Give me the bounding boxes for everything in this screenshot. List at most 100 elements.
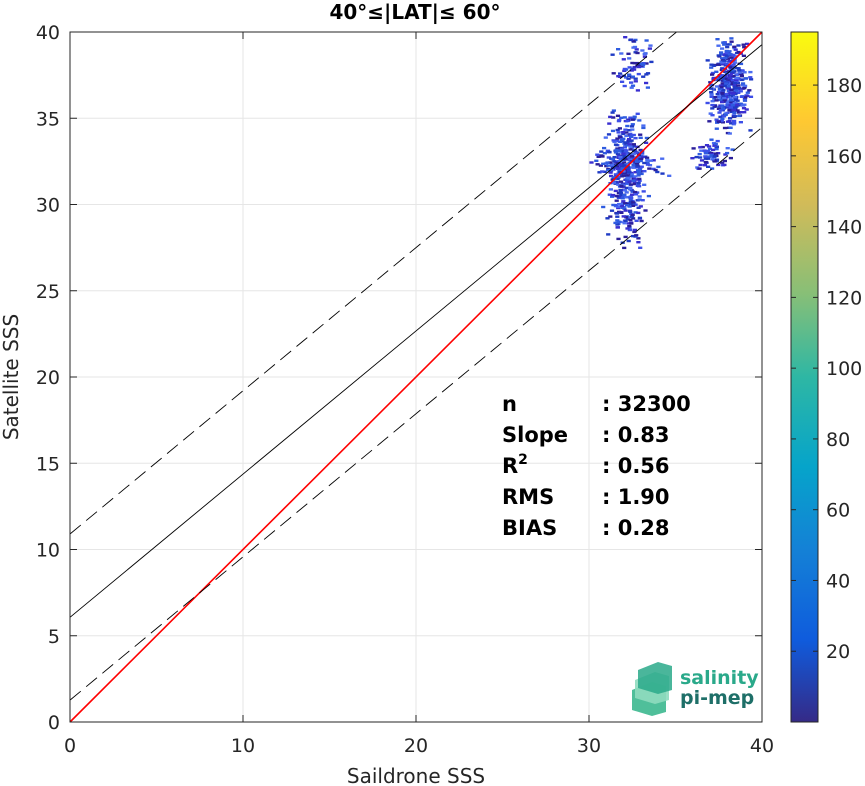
data-cell bbox=[636, 182, 641, 185]
data-cell bbox=[715, 76, 720, 79]
data-cell bbox=[725, 45, 730, 49]
data-cell bbox=[605, 217, 610, 220]
stat-value: : 0.56 bbox=[602, 454, 670, 478]
data-cell bbox=[633, 193, 639, 196]
data-cell bbox=[613, 221, 618, 225]
data-cell bbox=[618, 155, 623, 159]
data-cell bbox=[620, 202, 625, 206]
data-cell bbox=[637, 169, 642, 173]
colorbar-tick-label: 100 bbox=[826, 358, 862, 380]
data-cell bbox=[725, 151, 730, 155]
data-cell bbox=[736, 44, 741, 47]
data-cell bbox=[720, 117, 725, 120]
data-cell bbox=[731, 92, 736, 95]
data-cell bbox=[723, 64, 728, 67]
data-cell bbox=[712, 155, 717, 158]
data-cell bbox=[630, 213, 635, 217]
data-cell bbox=[706, 165, 711, 168]
data-cell bbox=[649, 60, 654, 64]
data-cell bbox=[738, 121, 743, 124]
data-cell bbox=[717, 105, 722, 109]
data-cell bbox=[734, 80, 739, 83]
data-cell bbox=[623, 141, 628, 144]
data-cell bbox=[729, 122, 734, 125]
data-cell bbox=[615, 223, 620, 226]
data-cell bbox=[626, 77, 631, 80]
data-cell bbox=[619, 211, 624, 214]
data-cell bbox=[637, 198, 642, 201]
data-cell bbox=[732, 115, 737, 118]
data-cell bbox=[634, 151, 639, 154]
data-cell bbox=[598, 164, 603, 167]
data-cell bbox=[731, 63, 736, 66]
data-cell bbox=[725, 43, 730, 46]
data-cell bbox=[708, 112, 713, 115]
data-cell bbox=[648, 44, 653, 47]
data-cell bbox=[602, 170, 607, 173]
data-cell bbox=[640, 156, 645, 159]
colorbar-tick-label: 80 bbox=[826, 429, 850, 451]
data-cell bbox=[640, 49, 645, 52]
y-tick-label: 20 bbox=[36, 367, 60, 389]
data-cell bbox=[724, 82, 729, 85]
data-cell bbox=[742, 111, 747, 114]
data-cell bbox=[610, 195, 615, 198]
data-cell bbox=[644, 136, 649, 140]
data-cell bbox=[723, 56, 728, 59]
data-cell bbox=[719, 74, 725, 77]
data-cell bbox=[622, 146, 627, 149]
data-cell bbox=[728, 73, 733, 77]
data-cell bbox=[619, 147, 624, 151]
data-cell bbox=[616, 167, 621, 170]
data-cell bbox=[626, 176, 631, 180]
data-cell bbox=[606, 168, 611, 172]
data-cell bbox=[726, 87, 731, 90]
data-cell bbox=[707, 145, 712, 148]
data-cell bbox=[735, 99, 740, 102]
data-cell bbox=[729, 56, 734, 59]
data-cell bbox=[619, 194, 624, 197]
colorbar-ticks: 20 40 60 80 100 120 140 160 180 bbox=[791, 75, 862, 663]
data-cell bbox=[618, 188, 623, 192]
data-cell bbox=[723, 153, 728, 156]
data-cell bbox=[622, 84, 627, 88]
data-cell bbox=[636, 72, 641, 76]
data-cell bbox=[616, 131, 621, 134]
data-cell bbox=[614, 212, 620, 215]
data-cell bbox=[631, 40, 636, 43]
data-cell bbox=[615, 153, 620, 156]
data-cell bbox=[622, 164, 627, 167]
data-cell bbox=[633, 211, 638, 214]
data-cell bbox=[717, 111, 722, 114]
data-cell bbox=[635, 89, 640, 92]
data-cell bbox=[639, 219, 644, 223]
data-cell bbox=[618, 180, 624, 183]
data-cell bbox=[637, 177, 642, 181]
data-cell bbox=[716, 44, 721, 47]
data-cell bbox=[594, 159, 599, 162]
data-cell bbox=[748, 95, 754, 98]
data-cell bbox=[631, 179, 636, 182]
data-cell bbox=[745, 91, 750, 94]
data-cell bbox=[720, 63, 725, 66]
data-cell bbox=[732, 45, 737, 48]
data-cell bbox=[714, 70, 719, 73]
data-cell bbox=[737, 111, 742, 114]
data-cell bbox=[642, 55, 647, 58]
data-cell bbox=[599, 150, 604, 153]
data-cell bbox=[631, 204, 636, 207]
data-cell bbox=[727, 109, 732, 112]
data-cell bbox=[641, 124, 646, 127]
data-cell bbox=[720, 61, 725, 64]
data-cell bbox=[606, 164, 611, 167]
data-cell bbox=[726, 90, 731, 93]
data-cell bbox=[738, 62, 744, 66]
data-cell bbox=[622, 246, 627, 250]
data-cell bbox=[644, 39, 649, 42]
stat-value: : 1.90 bbox=[602, 485, 670, 509]
line-fit-plus bbox=[69, 31, 677, 535]
data-cell bbox=[633, 80, 638, 83]
data-cell bbox=[717, 95, 722, 98]
data-cell bbox=[714, 118, 719, 121]
data-cell bbox=[644, 141, 649, 144]
